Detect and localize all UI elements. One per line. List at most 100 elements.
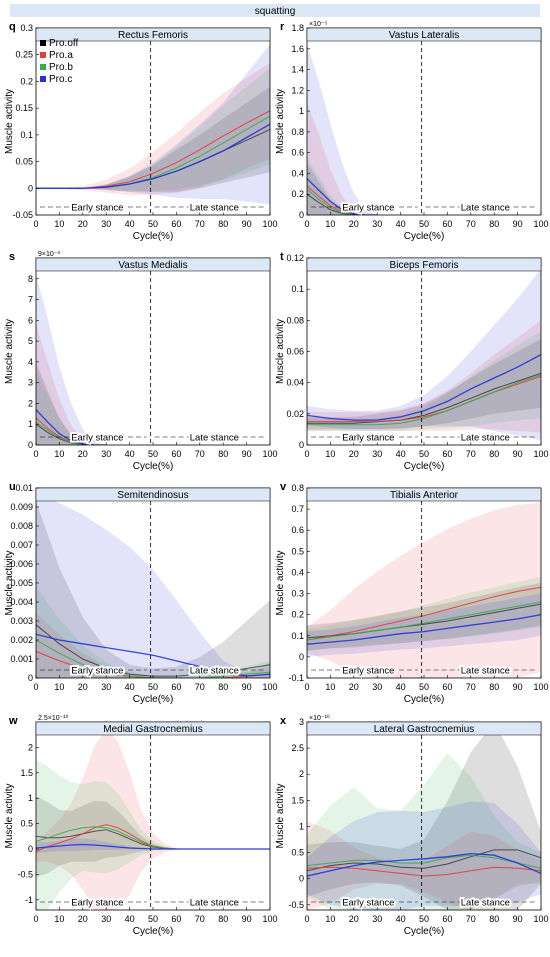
y-tick-label: 0	[299, 440, 304, 450]
phase-label-late: Late stance	[461, 433, 510, 444]
y-tick-label: 0	[28, 844, 33, 854]
x-tick-label: 0	[304, 219, 309, 229]
y-tick-label: 0.4	[291, 567, 304, 577]
x-axis-label: Cycle(%)	[133, 694, 174, 705]
x-tick-label: 40	[396, 682, 406, 692]
panel-letter: u	[9, 481, 16, 493]
y-tick-label: 0.12	[286, 253, 304, 263]
series-layer	[36, 274, 107, 445]
x-tick-label: 60	[171, 219, 181, 229]
panel-title: Biceps Femoris	[390, 260, 459, 271]
panel-letter: s	[9, 251, 15, 263]
y-tick-label: 0.004	[10, 597, 33, 607]
legend-label: Pro.a	[49, 50, 73, 61]
panel-r: Vastus Lateralis r ×10⁻⁵ 0 0.2 0.4 0.6 0.8 1 1.2 1…	[275, 21, 549, 242]
legend-label: Pro.c	[49, 74, 72, 85]
legend-label: Pro.b	[49, 62, 73, 73]
y-tick-label: 0.008	[10, 521, 33, 531]
x-tick-label: 30	[101, 219, 111, 229]
series-layer	[307, 502, 541, 678]
mean-line-pro-a	[36, 417, 107, 445]
sd-band-pro-c	[36, 274, 107, 445]
y-axis-label: Muscle activity	[4, 319, 15, 384]
y-axis-label: Muscle activity	[4, 783, 15, 848]
y-axis-label: Muscle activity	[275, 89, 286, 154]
phase-label-early: Early stance	[71, 433, 123, 444]
x-tick-label: 0	[33, 449, 38, 459]
axis-exponent: ×10⁻⁵	[309, 21, 328, 28]
y-tick-label: 1.5	[291, 795, 304, 805]
x-tick-label: 100	[262, 682, 277, 692]
x-tick-label: 90	[242, 449, 252, 459]
panel-title-bar	[306, 27, 542, 42]
y-tick-label: 8	[28, 274, 33, 284]
x-tick-label: 100	[262, 449, 277, 459]
phase-label-late: Late stance	[461, 666, 510, 677]
x-tick-label: 50	[419, 219, 429, 229]
mean-line-pro-a	[307, 185, 378, 215]
mean-line-pro-b	[307, 188, 378, 215]
x-tick-label: 80	[218, 914, 228, 924]
y-tick-label: 0.06	[286, 347, 304, 357]
x-tick-label: 100	[533, 914, 548, 924]
x-tick-label: 0	[33, 682, 38, 692]
phase-label-early: Early stance	[342, 433, 394, 444]
plot-area	[307, 722, 541, 910]
panel-letter: v	[280, 481, 287, 493]
legend-swatch-pro-off	[40, 40, 46, 46]
x-axis-label: Cycle(%)	[133, 461, 174, 472]
x-tick-label: 90	[513, 449, 523, 459]
x-tick-label: 20	[78, 682, 88, 692]
y-tick-label: -1	[25, 895, 33, 905]
y-tick-label: 0.2	[291, 610, 304, 620]
mean-line-pro-c	[307, 852, 541, 877]
y-tick-label: 0	[28, 440, 33, 450]
sd-band-pro-a	[36, 324, 107, 445]
x-tick-label: 30	[372, 219, 382, 229]
sd-band-pro-c	[36, 491, 270, 678]
y-tick-label: 0.15	[15, 103, 33, 113]
y-tick-label: 1	[28, 793, 33, 803]
sd-band-pro-a	[307, 502, 541, 678]
panel-q: Rectus Femorisq-0.0500.050.10.150.20.250…	[4, 21, 278, 242]
panel-title: Vastus Lateralis	[389, 30, 459, 41]
x-tick-label: 20	[78, 449, 88, 459]
x-tick-label: 10	[325, 914, 335, 924]
y-tick-label: -0.5	[288, 900, 304, 910]
x-tick-label: 60	[171, 914, 181, 924]
figure-title: squatting	[255, 6, 296, 17]
panel-letter: t	[280, 251, 284, 263]
x-tick-label: 70	[466, 219, 476, 229]
y-tick-label: 0.002	[10, 635, 33, 645]
x-tick-label: 20	[349, 219, 359, 229]
mean-line-pro-c	[36, 409, 107, 445]
y-tick-label: 0.1	[20, 130, 33, 140]
x-tick-label: 40	[125, 219, 135, 229]
x-tick-label: 40	[396, 219, 406, 229]
panel-letter: r	[280, 21, 285, 33]
y-tick-label: 0.2	[291, 189, 304, 199]
mean-line-pro-c	[307, 354, 541, 421]
y-tick-label: 0.1	[291, 284, 304, 294]
x-tick-label: 80	[489, 914, 499, 924]
panel-title-bar	[306, 257, 542, 272]
x-tick-label: 70	[466, 914, 476, 924]
mean-line-pro-a	[307, 586, 541, 641]
y-tick-label: 6	[28, 315, 33, 325]
y-tick-label: 0.007	[10, 540, 33, 550]
axis-exponent: 9×10⁻³	[38, 251, 60, 258]
y-tick-label: 0.8	[291, 127, 304, 137]
plot-area	[307, 28, 541, 215]
x-tick-label: 100	[533, 449, 548, 459]
x-tick-label: 20	[78, 219, 88, 229]
legend-swatch-pro-a	[40, 52, 46, 58]
y-tick-label: 0	[299, 652, 304, 662]
y-tick-label: 0.05	[15, 157, 33, 167]
plot-area	[307, 258, 541, 445]
x-axis-label: Cycle(%)	[404, 926, 445, 937]
phase-label-late: Late stance	[461, 898, 510, 909]
phase-label-late: Late stance	[461, 203, 510, 214]
panel-w: Medial Gastrocnemius w 2.5×10⁻¹⁰ -1 -0.5 0 0.5…	[4, 714, 278, 937]
x-tick-label: 90	[513, 682, 523, 692]
